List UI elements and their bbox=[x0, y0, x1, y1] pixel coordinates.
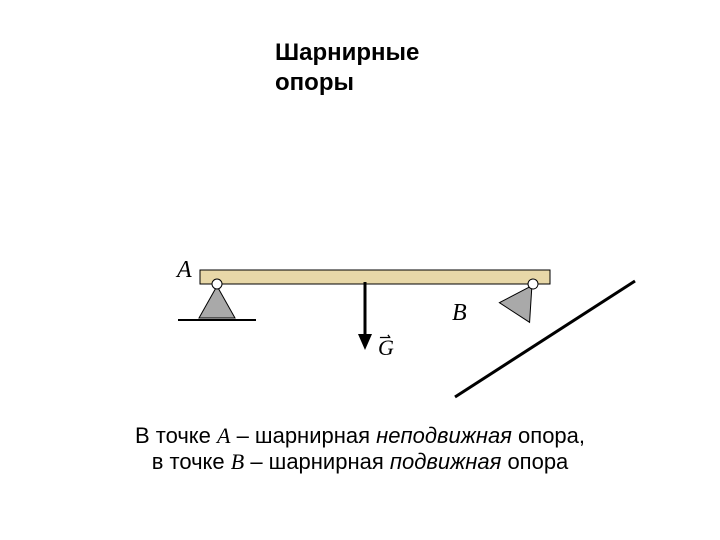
caption-text: опора, bbox=[512, 423, 585, 448]
caption-text: опора bbox=[501, 449, 568, 474]
caption-text: – шарнирная bbox=[230, 423, 376, 448]
force-g-head bbox=[358, 334, 372, 350]
caption-emphasis: неподвижная bbox=[376, 423, 512, 448]
caption-point-b: B bbox=[231, 449, 244, 474]
caption-line-1: В точке A – шарнирная неподвижная опора, bbox=[0, 423, 720, 449]
caption-line-2: в точке B – шарнирная подвижная опора bbox=[0, 449, 720, 475]
caption-point-a: A bbox=[217, 423, 230, 448]
caption-emphasis: подвижная bbox=[390, 449, 501, 474]
caption: В точке A – шарнирная неподвижная опора,… bbox=[0, 423, 720, 475]
incline-line bbox=[455, 281, 635, 397]
support-a-hinge bbox=[212, 279, 222, 289]
caption-text: В точке bbox=[135, 423, 217, 448]
beam bbox=[200, 270, 550, 284]
support-a bbox=[178, 279, 256, 320]
support-a-triangle bbox=[199, 286, 235, 318]
caption-text: – шарнирная bbox=[244, 449, 390, 474]
vector-arrow-icon: ⇀ bbox=[378, 330, 390, 347]
page: { "title": { "text": "Шарнирные\nопоры",… bbox=[0, 0, 720, 540]
caption-text: в точке bbox=[152, 449, 231, 474]
label-b: B bbox=[452, 300, 467, 327]
label-g: ⇀ G bbox=[378, 335, 394, 361]
label-a: A bbox=[177, 257, 192, 284]
